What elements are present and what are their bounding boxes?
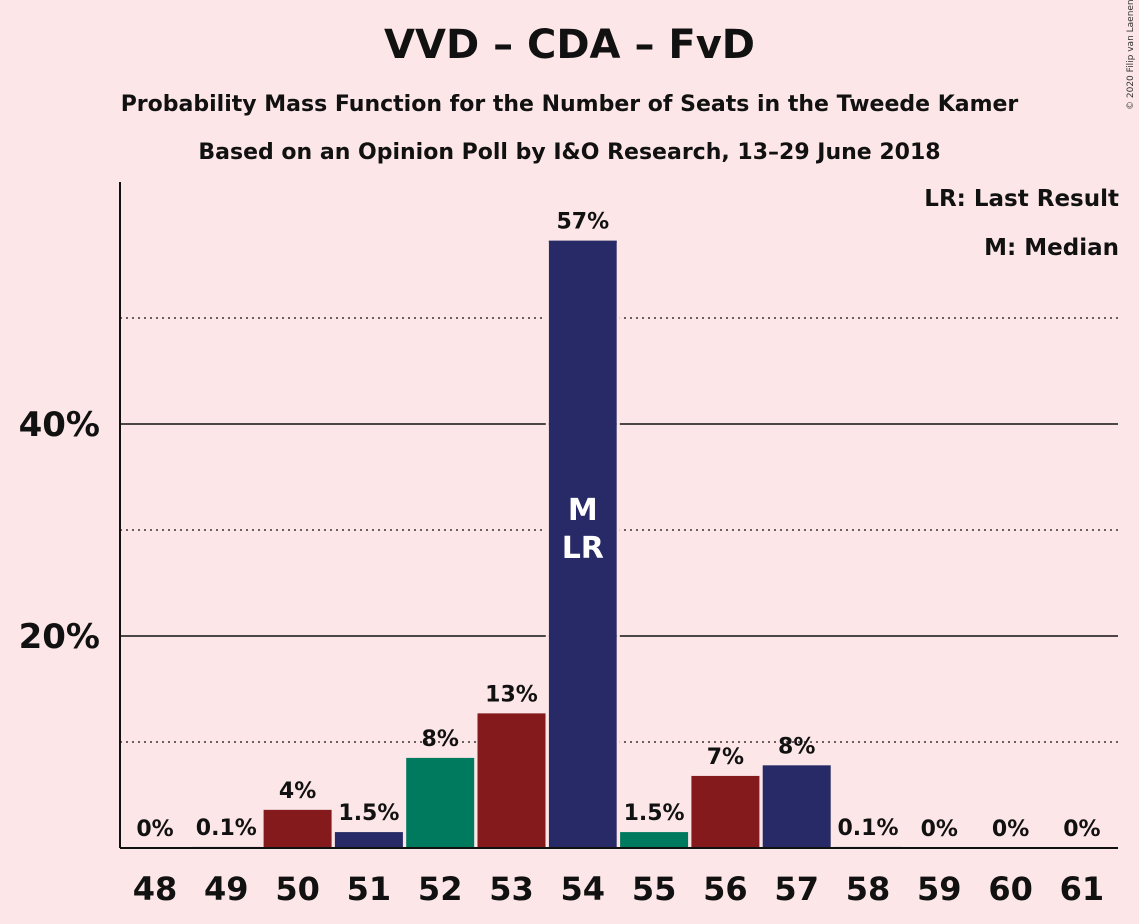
bar-label-50: 4% (279, 779, 316, 804)
bar-label-57: 8% (778, 734, 815, 759)
bar-label-55: 1.5% (624, 801, 685, 826)
bar-label-bg (552, 207, 614, 237)
bar-seats-53 (477, 713, 546, 848)
bar-seats-50 (263, 809, 332, 848)
bar-seats-54 (548, 240, 617, 848)
x-tick-label: 60 (988, 870, 1033, 908)
bar-value-labels: 0% 0.1% 4% 1.5% 8% 13% 57% 1.5% 7% 8% 0.1% 0% 0% 0% (136, 207, 1101, 842)
x-tick-label: 51 (347, 870, 392, 908)
chart-subtitle-poll: Based on an Opinion Poll by I&O Research… (198, 140, 941, 165)
bar-markers: MLR (545, 242, 620, 848)
bar-gap-left (545, 242, 549, 848)
x-tick-label: 49 (204, 870, 249, 908)
x-tick-label: 56 (703, 870, 748, 908)
y-tick-labels: 20% 40% (19, 405, 100, 657)
x-tick-labels: 48 49 50 51 52 53 54 55 56 57 58 59 60 61 (133, 870, 1104, 908)
bar-seats-56 (691, 775, 760, 848)
chart-title: VVD – CDA – FvD (384, 22, 755, 68)
bar-seats-52 (406, 757, 475, 848)
x-tick-label: 54 (561, 870, 606, 908)
bar-seats-55 (620, 832, 689, 848)
bar-label-58: 0.1% (837, 816, 898, 841)
bar-seats-51 (334, 832, 403, 848)
y-tick-label: 40% (19, 405, 100, 445)
x-tick-label: 55 (632, 870, 677, 908)
bar-label-56: 7% (707, 745, 744, 770)
x-tick-label: 52 (418, 870, 463, 908)
bar-label-61: 0% (1063, 817, 1100, 842)
bar-label-52: 8% (422, 727, 459, 752)
bar-gap-right (616, 242, 620, 848)
legend-last-result: LR: Last Result (924, 186, 1119, 212)
x-tick-label: 58 (846, 870, 891, 908)
bars (192, 240, 902, 848)
legend-median: M: Median (984, 235, 1119, 261)
median-marker: M (568, 493, 598, 528)
x-tick-label: 50 (275, 870, 320, 908)
bar-label-60: 0% (992, 817, 1029, 842)
chart-subtitle-pmf: Probability Mass Function for the Number… (120, 92, 1019, 117)
bar-label-53: 13% (485, 682, 538, 707)
bar-label-59: 0% (921, 817, 958, 842)
bar-label-54: 57% (556, 210, 609, 235)
x-tick-label: 53 (489, 870, 534, 908)
x-tick-label: 48 (133, 870, 178, 908)
x-tick-label: 59 (917, 870, 962, 908)
last-result-marker: LR (562, 531, 604, 566)
bar-label-48: 0% (136, 817, 173, 842)
x-tick-label: 57 (774, 870, 819, 908)
y-tick-label: 20% (19, 617, 100, 657)
bar-label-49: 0.1% (196, 816, 257, 841)
bar-label-51: 1.5% (338, 801, 399, 826)
bar-seats-57 (762, 765, 831, 848)
x-tick-label: 61 (1060, 870, 1105, 908)
